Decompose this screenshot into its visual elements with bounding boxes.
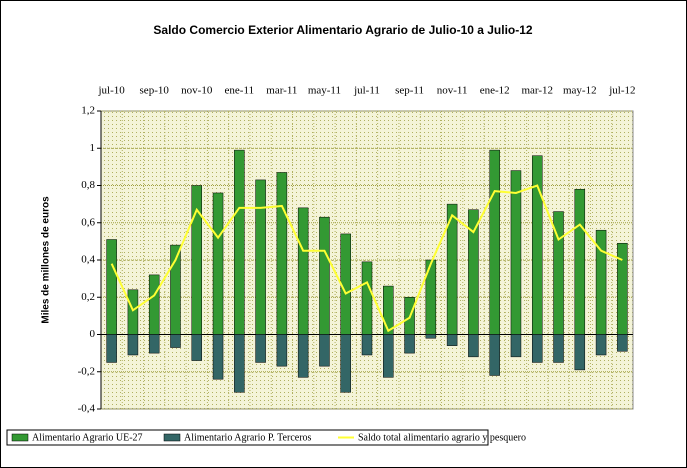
legend-swatch xyxy=(163,433,181,442)
y-axis-label: Miles de millones de euros xyxy=(41,196,52,324)
bar xyxy=(255,334,266,363)
x-tick-label: nov-11 xyxy=(437,85,468,97)
bar xyxy=(361,261,373,335)
bar xyxy=(595,334,607,356)
legend-label: Alimentario Agrario P. Terceros xyxy=(184,432,312,443)
x-tick-label: jul-10 xyxy=(97,85,125,97)
x-tick-label: nov-10 xyxy=(181,85,213,97)
legend-swatch xyxy=(11,433,29,442)
bar xyxy=(106,239,117,335)
bar xyxy=(127,334,139,356)
bar xyxy=(340,334,351,393)
bar xyxy=(617,242,628,335)
bar xyxy=(574,188,586,335)
bar xyxy=(383,285,394,335)
x-tick-label: ene-12 xyxy=(480,85,510,97)
x-tick-label: may-12 xyxy=(563,85,597,97)
y-tick-label: 1,2 xyxy=(81,105,95,117)
bar xyxy=(468,334,479,358)
line xyxy=(110,184,623,333)
y-tick-label: 0,4 xyxy=(81,254,95,266)
bar xyxy=(276,172,288,335)
x-tick-label: mar-11 xyxy=(266,85,297,97)
bar xyxy=(340,233,351,335)
bar xyxy=(255,179,266,335)
bar xyxy=(127,289,139,335)
bar xyxy=(404,334,415,354)
bar xyxy=(297,207,309,335)
x-tick-label: ene-11 xyxy=(225,85,255,97)
y-tick-label: 0,8 xyxy=(81,179,95,191)
bar xyxy=(319,334,330,367)
bar xyxy=(574,334,586,371)
x-tick-label: mar-12 xyxy=(521,85,553,97)
legend-label: Alimentario Agrario UE-27 xyxy=(32,432,143,443)
legend xyxy=(6,429,489,446)
bar xyxy=(489,334,500,376)
bar xyxy=(489,149,500,335)
bar xyxy=(510,334,522,358)
bar xyxy=(383,334,394,378)
bar xyxy=(319,216,330,335)
bar xyxy=(212,192,224,335)
bar xyxy=(361,334,373,356)
bar xyxy=(531,155,543,335)
bar xyxy=(148,274,160,335)
bar xyxy=(170,334,181,348)
x-tick-label: may-11 xyxy=(308,85,341,97)
legend-label: Saldo total alimentario agrario y pesque… xyxy=(358,432,526,443)
bar xyxy=(234,149,245,335)
bar xyxy=(446,334,458,346)
x-tick-label: sep-10 xyxy=(140,85,170,97)
y-tick-label: 0,6 xyxy=(81,216,95,228)
bar xyxy=(234,334,245,393)
bar xyxy=(553,334,564,363)
bar xyxy=(297,334,309,378)
bar xyxy=(276,334,288,367)
y-tick-label: 0,2 xyxy=(81,291,95,303)
chart-title: Saldo Comercio Exterior Alimentario Agra… xyxy=(153,23,533,37)
y-tick-label: 1 xyxy=(90,142,96,154)
x-tick-label: jul-12 xyxy=(608,85,635,97)
y-tick-label: -0,4 xyxy=(78,403,96,415)
x-tick-label: jul-11 xyxy=(353,85,380,97)
x-tick-label: sep-11 xyxy=(395,85,424,97)
bar xyxy=(148,334,160,354)
bar xyxy=(531,334,543,363)
bar xyxy=(617,334,628,352)
bar xyxy=(106,334,117,363)
bar xyxy=(510,170,522,335)
bar xyxy=(191,185,203,335)
bar xyxy=(191,334,203,361)
y-tick-label: -0,2 xyxy=(78,365,95,377)
bar xyxy=(425,334,437,339)
bar xyxy=(212,334,224,380)
y-tick-label: 0 xyxy=(90,328,96,340)
